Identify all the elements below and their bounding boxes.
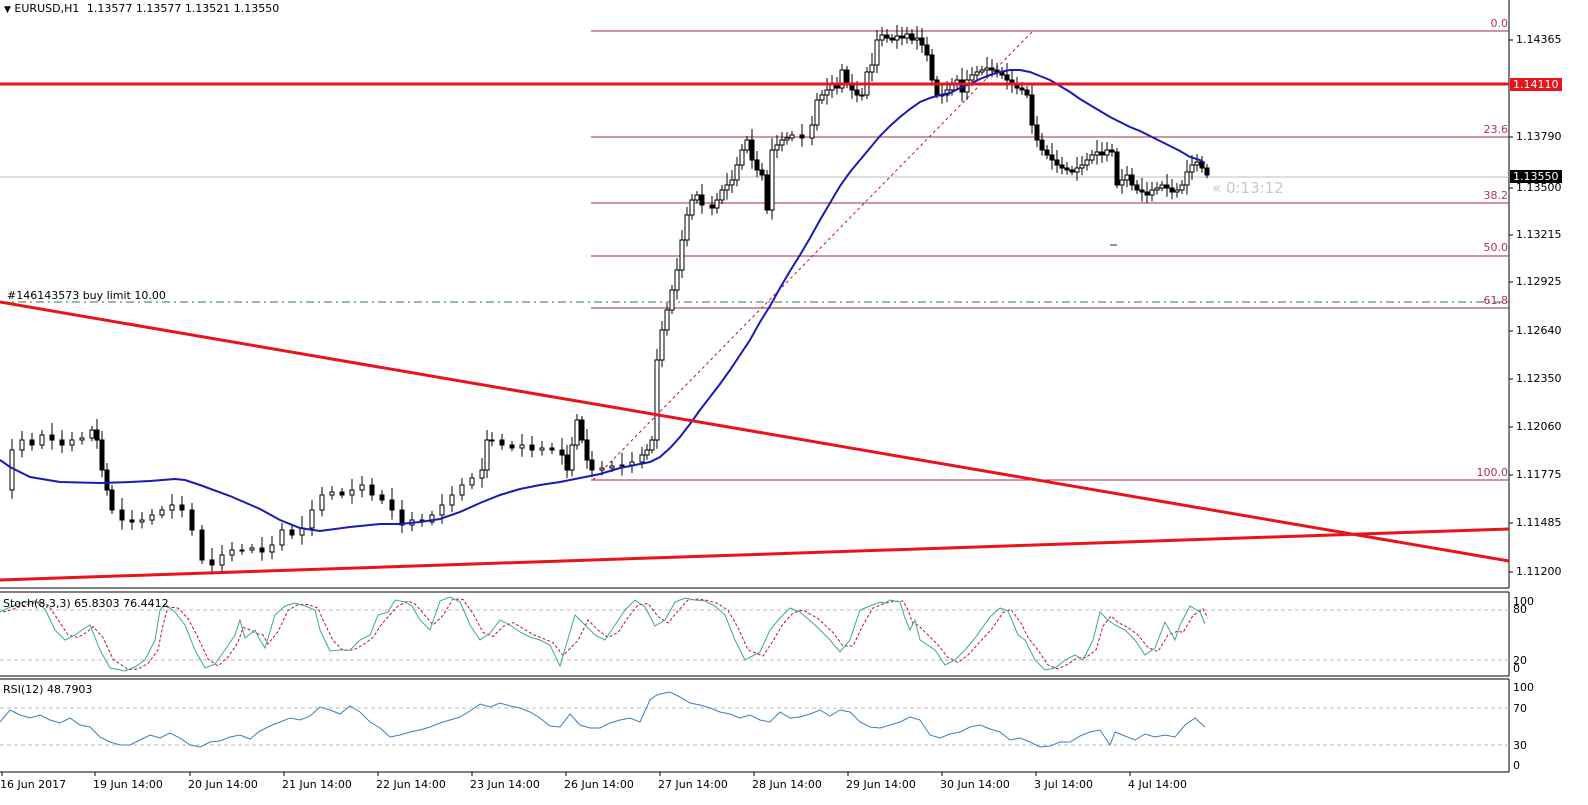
fib-label-38-2: 38.2	[1483, 189, 1509, 202]
price-label: 1.13790	[1516, 130, 1562, 143]
time-label: 22 Jun 14:00	[376, 778, 446, 791]
triangle-down-icon[interactable]: ▼	[4, 5, 11, 15]
price-label: 1.12060	[1516, 420, 1562, 433]
fibonacci-retracement[interactable]	[591, 30, 1509, 481]
price-label: 1.12350	[1516, 372, 1562, 385]
stoch-axis-20: 20	[1513, 654, 1527, 667]
time-label: 26 Jun 14:00	[564, 778, 634, 791]
stoch-axis-0: 0	[1513, 662, 1520, 675]
fib-label-100: 100.0	[1476, 466, 1509, 479]
candlesticks	[9, 25, 1210, 575]
time-label: 23 Jun 14:00	[470, 778, 540, 791]
stoch-axis-100: 100	[1513, 595, 1534, 608]
time-label: 3 Jul 14:00	[1034, 778, 1093, 791]
rsi-title: RSI(12) 48.7903	[3, 683, 93, 696]
chart-header: ▼ EURUSD,H1 1.13577 1.13577 1.13521 1.13…	[4, 2, 279, 17]
time-label: 20 Jun 14:00	[188, 778, 258, 791]
rsi-axis-0: 0	[1513, 759, 1520, 772]
time-label: 30 Jun 14:00	[940, 778, 1010, 791]
symbol-label: EURUSD,H1	[14, 2, 80, 15]
stoch-axis-80: 80	[1513, 603, 1527, 616]
panel-frames	[0, 0, 1510, 773]
bar-countdown: « 0:13:12	[1212, 179, 1284, 197]
fib-label-0: 0.0	[1490, 17, 1509, 30]
ohlc-values: 1.13577 1.13577 1.13521 1.13550	[86, 2, 280, 15]
time-label: 19 Jun 14:00	[93, 778, 163, 791]
descending-trendline[interactable]	[0, 300, 1510, 563]
price-label: 1.11775	[1516, 468, 1562, 481]
price-label: 1.12925	[1516, 275, 1562, 288]
time-label: 21 Jun 14:00	[282, 778, 352, 791]
rsi-axis-30: 30	[1513, 739, 1527, 752]
resistance-price-tag: 1.14110	[1510, 78, 1562, 91]
price-label: 1.12640	[1516, 324, 1562, 337]
fib-anchor-line[interactable]	[592, 30, 1034, 481]
time-label: 16 Jun 2017	[0, 778, 67, 791]
time-axis-ticks	[1, 772, 1131, 776]
current-price-tag: 1.13550	[1510, 170, 1562, 183]
price-label: 1.11200	[1516, 565, 1562, 578]
rsi-axis-70: 70	[1513, 702, 1527, 715]
stoch-title: Stoch(8,3,3) 65.8303 76.4412	[3, 597, 169, 610]
price-axis-ticks	[1509, 39, 1513, 573]
fib-label-50: 50.0	[1483, 241, 1509, 254]
time-label: 29 Jun 14:00	[846, 778, 916, 791]
price-label: 1.11485	[1516, 516, 1562, 529]
moving-average-line	[0, 69, 1206, 533]
rsi-line	[0, 691, 1206, 748]
buy-limit-label: #146143573 buy limit 10.00	[7, 289, 166, 302]
price-label: 1.13215	[1516, 228, 1562, 241]
stoch-main-line	[0, 596, 1206, 672]
ascending-trendline[interactable]	[0, 527, 1510, 582]
time-label: 4 Jul 14:00	[1128, 778, 1187, 791]
stoch-signal-line	[2, 598, 1209, 671]
fib-label-23-6: 23.6	[1483, 123, 1509, 136]
price-label: 1.14365	[1516, 33, 1562, 46]
price-label: 1.13500	[1516, 181, 1562, 194]
rsi-axis-100: 100	[1513, 681, 1534, 694]
time-label: 27 Jun 14:00	[658, 778, 728, 791]
time-label: 28 Jun 14:00	[752, 778, 822, 791]
fib-label-61-8: 61.8	[1483, 294, 1509, 307]
